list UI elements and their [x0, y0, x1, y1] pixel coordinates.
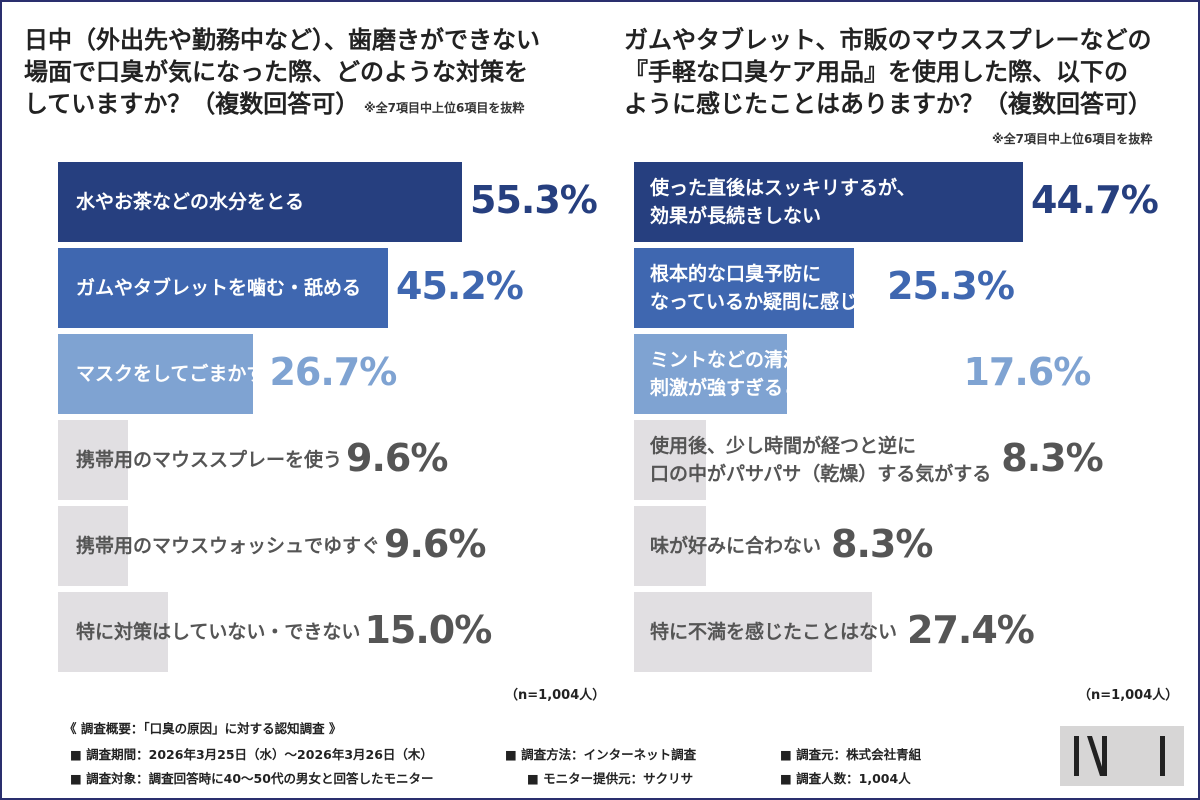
- chart1-bar-4: [634, 506, 706, 586]
- survey-period: ■ 調査期間：2026年3月25日（水）〜2026年3月26日（木）: [70, 747, 433, 762]
- chart0-value-label-1: 45.2%: [396, 264, 524, 308]
- left-chart-title: 日中（外出先や勤務中など）、歯磨きができない 場面で口臭が気になった際、どのよう…: [24, 26, 540, 118]
- right-chart-title: ガムやタブレット、市販のマウススプレーなどの 『手軽な口臭ケア用品』を使用した際…: [624, 26, 1152, 118]
- left-chart-note: ※全7項目中上位6項目を抜粋: [364, 101, 525, 115]
- chart0-category-label-2: マスクをしてごまかす: [76, 363, 266, 385]
- chart1-bar-2: [634, 334, 787, 414]
- chart0-category-label-4: 携帯用のマウスウォッシュでゆすぐ: [76, 535, 381, 557]
- chart1-value-label-1: 25.3%: [887, 264, 1015, 308]
- chart0-value-label-0: 55.3%: [470, 178, 598, 222]
- chart0-category-label-0: 水やお茶などの水分をとる: [76, 191, 305, 213]
- chart1-category-label-4: 味が好みに合わない: [650, 535, 822, 557]
- right-chart-note: ※全7項目中上位6項目を抜粋: [992, 132, 1153, 146]
- chart0-bar-1: [58, 248, 388, 328]
- chart0-category-label-3: 携帯用のマウススプレーを使う: [76, 449, 343, 471]
- chart0-category-label-5: 特に対策はしていない・できない: [76, 621, 361, 643]
- chart0-bar-2: [58, 334, 253, 414]
- survey-method: ■ 調査方法：インターネット調査: [505, 747, 697, 762]
- survey-source: ■ 調査元：株式会社青組: [780, 747, 922, 762]
- survey-provider: ■ モニター提供元：サクリサ: [527, 771, 694, 786]
- chart1-bar-1: [634, 248, 854, 328]
- chart1-bar-5: [634, 592, 872, 672]
- chart0-bar-5: [58, 592, 168, 672]
- survey-target: ■ 調査対象：調査回答時に40〜50代の男女と回答したモニター: [70, 771, 434, 786]
- right-sample-size: （n=1,004人）: [1078, 688, 1179, 703]
- survey-count: ■ 調査人数：1,004人: [780, 771, 911, 786]
- chart0-bar-4: [58, 506, 128, 586]
- chart0-category-label-1: ガムやタブレットを噛む・舐める: [76, 277, 362, 299]
- chart1-value-label-5: 27.4%: [907, 608, 1035, 652]
- left-sample-size: （n=1,004人）: [505, 688, 606, 703]
- chart0-value-label-3: 9.6%: [346, 436, 448, 480]
- chart0-bar-3: [58, 420, 128, 500]
- chart1-bar-0: [634, 162, 1023, 242]
- chart1-category-label-1: 根本的な口臭予防に なっているか疑問に感じる: [650, 263, 878, 313]
- chart0-bar-0: [58, 162, 462, 242]
- chart0-value-label-2: 26.7%: [269, 350, 397, 394]
- chart1-value-label-2: 17.6%: [963, 350, 1091, 394]
- chart1-bar-3: [634, 420, 706, 500]
- chart1-category-label-0: 使った直後はスッキリするが、 効果が長続きしない: [650, 177, 916, 227]
- chart0-value-label-5: 15.0%: [364, 608, 492, 652]
- chart1-value-label-3: 8.3%: [1001, 436, 1103, 480]
- chart1-category-label-5: 特に不満を感じたことはない: [650, 621, 898, 643]
- chart0-value-label-4: 9.6%: [384, 522, 486, 566]
- chart1-category-label-3: 使用後、少し時間が経つと逆に 口の中がパサパサ（乾燥）する気がする: [650, 435, 992, 485]
- chart1-value-label-0: 44.7%: [1031, 178, 1159, 222]
- chart1-category-label-2: ミントなどの清涼感やアルコールの 刺激が強すぎると感じる: [650, 349, 954, 399]
- company-logo-icon: [1060, 726, 1184, 786]
- chart1-value-label-4: 8.3%: [831, 522, 933, 566]
- survey-heading: 《 調査概要：「口臭の原因」に対する認知調査 》: [64, 721, 342, 736]
